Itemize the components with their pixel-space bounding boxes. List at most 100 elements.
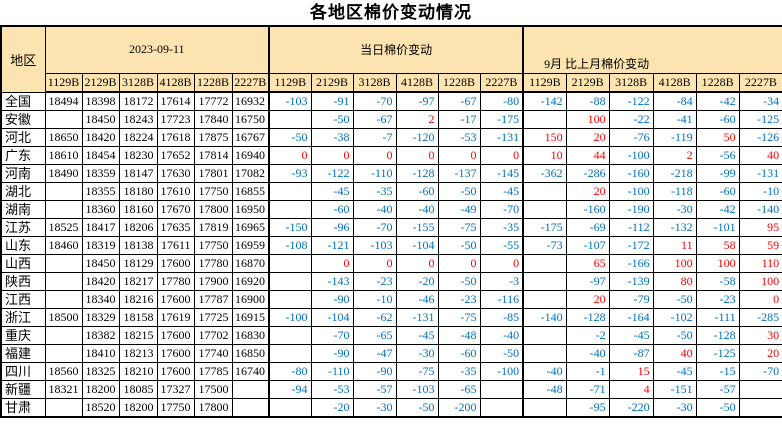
daily-change-cell[interactable]: -65	[352, 326, 397, 345]
price-cell[interactable]: 18520	[81, 398, 120, 418]
daily-change-cell[interactable]: -62	[352, 308, 397, 327]
daily-change-cell[interactable]: -48	[437, 326, 481, 345]
monthly-change-cell[interactable]	[522, 290, 567, 309]
daily-change-cell[interactable]: -108	[268, 236, 312, 255]
price-cell[interactable]: 18158	[118, 308, 158, 327]
monthly-change-cell[interactable]: -164	[608, 308, 654, 327]
grade-header[interactable]: 3128B	[608, 72, 654, 93]
monthly-change-cell[interactable]: 4	[608, 380, 654, 399]
daily-change-cell[interactable]: 0	[310, 146, 354, 165]
daily-change-cell[interactable]: -50	[395, 398, 439, 418]
monthly-change-cell[interactable]: -60	[695, 182, 740, 201]
price-cell[interactable]: 17800	[193, 200, 233, 219]
price-cell[interactable]	[231, 380, 270, 399]
monthly-change-cell[interactable]: -30	[652, 200, 697, 219]
price-cell[interactable]: 17618	[156, 128, 195, 147]
price-cell[interactable]: 17670	[156, 200, 195, 219]
daily-change-cell[interactable]: -60	[437, 344, 481, 363]
price-cell[interactable]: 18490	[44, 164, 83, 183]
monthly-change-cell[interactable]: 0	[738, 290, 782, 309]
monthly-change-cell[interactable]: -166	[608, 254, 654, 273]
monthly-change-cell[interactable]: 20	[565, 128, 610, 147]
daily-change-cell[interactable]: -50	[310, 110, 354, 129]
daily-change-cell[interactable]: -90	[310, 344, 354, 363]
monthly-change-cell[interactable]: -88	[565, 91, 610, 111]
daily-change-cell[interactable]: -93	[268, 164, 312, 183]
daily-change-cell[interactable]: -200	[437, 398, 481, 418]
monthly-change-cell[interactable]: 100	[695, 254, 740, 273]
price-cell[interactable]: 17702	[193, 326, 233, 345]
monthly-change-cell[interactable]: -122	[608, 91, 654, 111]
grade-header[interactable]: 2227B	[479, 72, 524, 93]
price-cell[interactable]: 17611	[156, 236, 195, 255]
monthly-change-cell[interactable]: -76	[608, 128, 654, 147]
region-cell[interactable]: 河北	[0, 128, 46, 147]
monthly-change-cell[interactable]: 59	[738, 236, 782, 255]
monthly-change-cell[interactable]: -140	[522, 308, 567, 327]
monthly-change-cell[interactable]: -126	[738, 128, 782, 147]
monthly-change-cell[interactable]: -218	[652, 164, 697, 183]
price-cell[interactable]: 18355	[81, 182, 120, 201]
price-cell[interactable]: 17610	[156, 182, 195, 201]
price-cell[interactable]: 18129	[118, 254, 158, 273]
monthly-change-cell[interactable]: -132	[652, 218, 697, 237]
price-cell[interactable]	[44, 344, 83, 363]
daily-change-cell[interactable]: -50	[437, 272, 481, 291]
daily-change-cell[interactable]: -100	[268, 308, 312, 327]
daily-change-cell[interactable]: -175	[479, 110, 524, 129]
price-cell[interactable]: 18321	[44, 380, 83, 399]
price-cell[interactable]	[44, 110, 83, 129]
price-cell[interactable]: 18460	[44, 236, 83, 255]
monthly-change-cell[interactable]	[522, 110, 567, 129]
monthly-change-cell[interactable]: 2	[652, 146, 697, 165]
price-cell[interactable]: 18319	[81, 236, 120, 255]
price-cell[interactable]: 17801	[193, 164, 233, 183]
daily-change-cell[interactable]: -45	[395, 326, 439, 345]
monthly-change-cell[interactable]: -190	[608, 200, 654, 219]
daily-change-cell[interactable]: -50	[437, 182, 481, 201]
region-cell[interactable]: 湖南	[0, 200, 46, 219]
grade-header[interactable]: 3128B	[352, 72, 397, 93]
daily-change-cell[interactable]: -50	[437, 236, 481, 255]
price-cell[interactable]: 16950	[231, 200, 270, 219]
grade-header[interactable]: 2129B	[565, 72, 610, 93]
price-cell[interactable]: 17500	[193, 380, 233, 399]
monthly-change-cell[interactable]: -50	[652, 326, 697, 345]
region-cell[interactable]: 福建	[0, 344, 46, 363]
daily-change-cell[interactable]: -35	[352, 182, 397, 201]
monthly-change-cell[interactable]: 20	[565, 290, 610, 309]
daily-change-cell[interactable]	[268, 254, 312, 273]
monthly-change-cell[interactable]: -172	[608, 236, 654, 255]
price-cell[interactable]: 18200	[118, 398, 158, 418]
monthly-change-cell[interactable]: -140	[738, 200, 782, 219]
monthly-change-cell[interactable]	[522, 200, 567, 219]
price-cell[interactable]: 16965	[231, 218, 270, 237]
price-cell[interactable]: 17082	[231, 164, 270, 183]
price-cell[interactable]: 16920	[231, 272, 270, 291]
monthly-change-cell[interactable]: -285	[738, 308, 782, 327]
monthly-change-cell[interactable]: -48	[522, 380, 567, 399]
price-cell[interactable]: 16830	[231, 326, 270, 345]
price-cell[interactable]: 16915	[231, 308, 270, 327]
monthly-change-cell[interactable]: -131	[738, 164, 782, 183]
monthly-change-cell[interactable]: -220	[608, 398, 654, 418]
daily-change-cell[interactable]: -40	[479, 326, 524, 345]
price-cell[interactable]: 18172	[118, 91, 158, 111]
region-cell[interactable]: 江西	[0, 290, 46, 309]
price-cell[interactable]: 17630	[156, 164, 195, 183]
daily-change-cell[interactable]	[479, 380, 524, 399]
region-cell[interactable]: 浙江	[0, 308, 46, 327]
monthly-change-cell[interactable]: -111	[695, 308, 740, 327]
monthly-change-cell[interactable]: -40	[565, 344, 610, 363]
daily-change-cell[interactable]: -70	[352, 218, 397, 237]
daily-change-cell[interactable]: -120	[395, 128, 439, 147]
price-cell[interactable]	[44, 182, 83, 201]
monthly-change-cell[interactable]: 100	[565, 110, 610, 129]
price-cell[interactable]: 18450	[81, 110, 120, 129]
daily-change-cell[interactable]	[268, 344, 312, 363]
daily-change-cell[interactable]: -35	[479, 218, 524, 237]
price-cell[interactable]: 17900	[193, 272, 233, 291]
daily-change-cell[interactable]	[268, 182, 312, 201]
monthly-change-cell[interactable]: -34	[738, 91, 782, 111]
monthly-change-cell[interactable]: -95	[565, 398, 610, 418]
